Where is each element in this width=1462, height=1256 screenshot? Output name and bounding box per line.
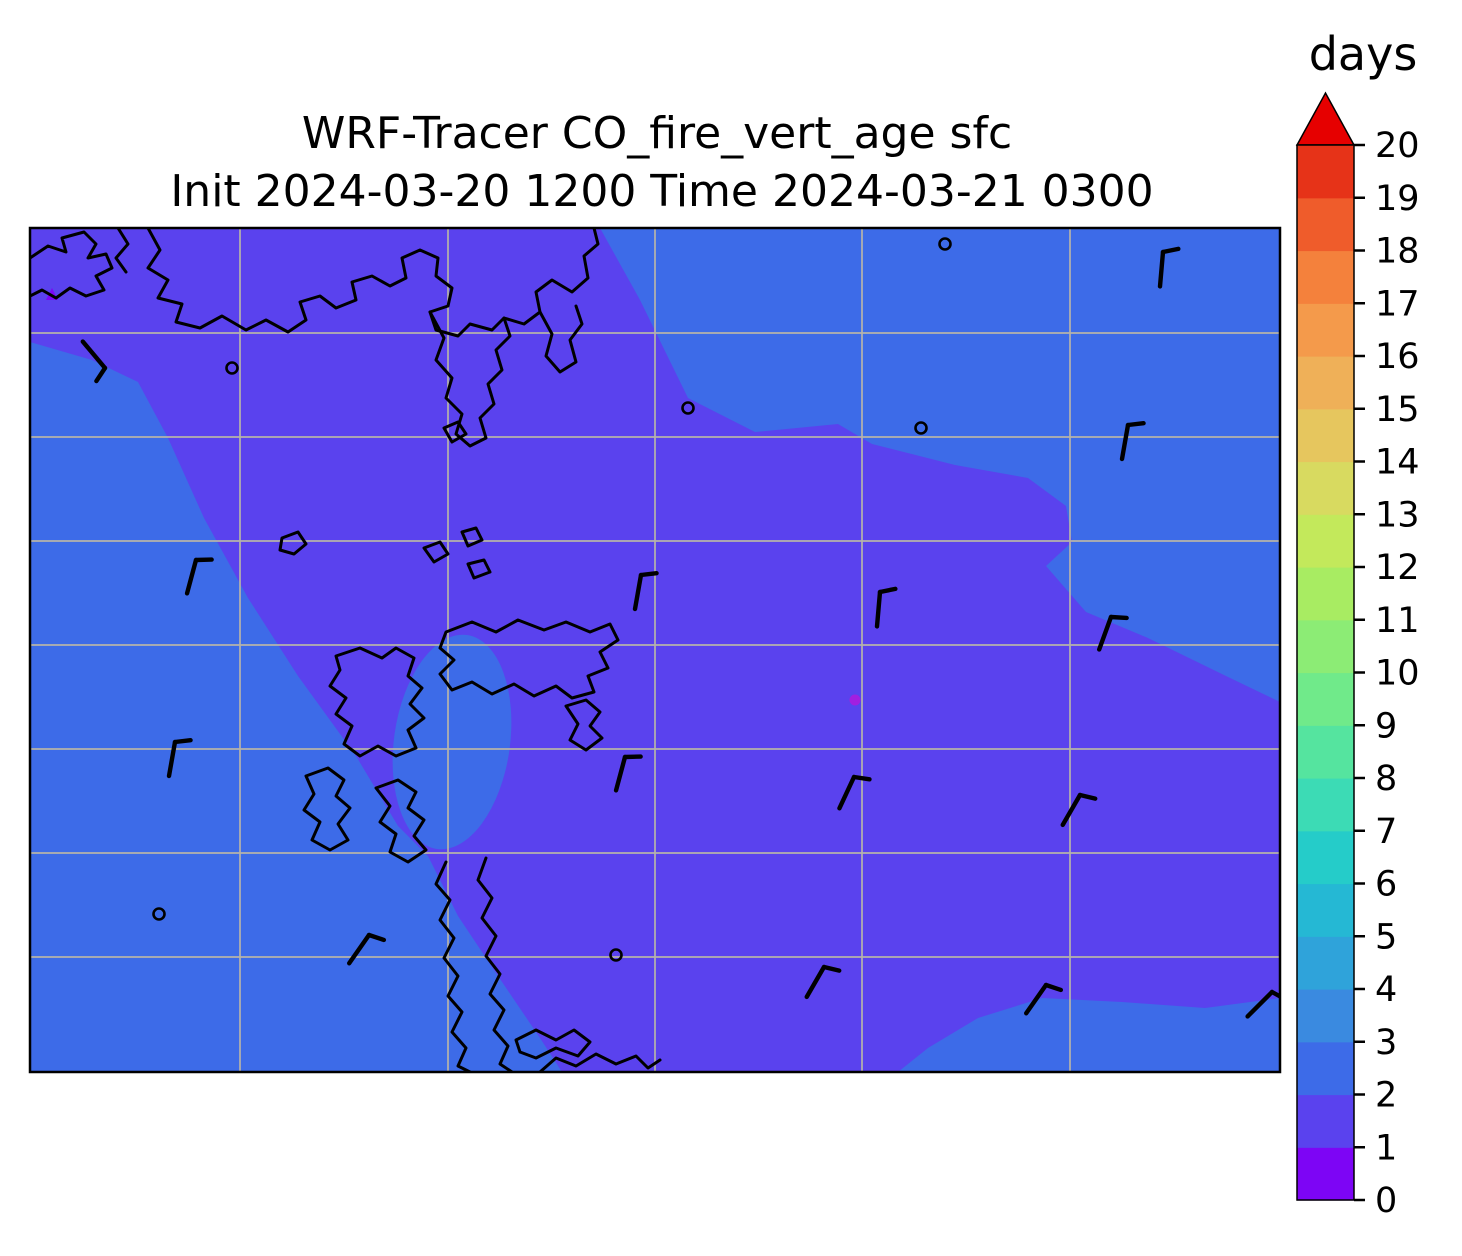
- colorbar-segment: [1297, 408, 1354, 463]
- colorbar-segment: [1297, 461, 1354, 515]
- coastline-sound-lobe-1: [328, 646, 426, 758]
- plot-border: [28, 226, 1282, 1074]
- wind-barb: [1157, 246, 1181, 289]
- colorbar-tick-label: 11: [1375, 601, 1420, 641]
- colorbar-over-range-arrow: [1295, 91, 1356, 146]
- coastline-inlet-prong-east: [538, 304, 584, 374]
- wind-barb: [80, 339, 108, 384]
- plot-title: WRF-Tracer CO_fire_vert_age sfc: [302, 108, 1012, 159]
- wind-barb: [1119, 421, 1146, 462]
- island-mid-3: [460, 526, 484, 548]
- calm-wind-circle: [225, 361, 239, 375]
- calm-wind-circle: [914, 421, 928, 435]
- colorbar-segment: [1297, 514, 1354, 568]
- colorbar-tick-label: 20: [1375, 126, 1420, 166]
- colorbar-segments: [1297, 145, 1354, 1201]
- colorbar-tick-label: 10: [1375, 654, 1420, 694]
- colorbar-tick-label: 1: [1375, 1128, 1397, 1168]
- colorbar-segment: [1297, 725, 1354, 779]
- colorbar-tick-label: 18: [1375, 232, 1420, 272]
- colorbar-segment: [1297, 567, 1354, 621]
- coastlines: [30, 228, 662, 1072]
- colorbar-segment: [1297, 250, 1354, 304]
- wind-barb: [837, 774, 872, 811]
- field-spot-0-1-days-center: [849, 694, 861, 706]
- coastline-north-coast: [146, 228, 600, 338]
- wind-barb: [1060, 792, 1098, 828]
- calm-wind-circle: [938, 237, 952, 251]
- coastline-peninsula-west: [434, 860, 472, 1072]
- wind-barb: [613, 754, 643, 793]
- colorbar-segment: [1297, 830, 1354, 885]
- colorbar-tick-label: 9: [1375, 706, 1397, 746]
- colorbar-title: days: [1309, 27, 1418, 81]
- colorbar-segment: [1297, 145, 1354, 199]
- island-mid-1: [278, 530, 308, 556]
- wind-barb: [1096, 614, 1129, 652]
- colorbar-segment: [1297, 303, 1354, 357]
- colorbar-segment: [1297, 619, 1354, 674]
- island-inlet: [442, 420, 468, 444]
- latlon-gridlines: [30, 228, 1280, 1072]
- colorbar-segment: [1297, 883, 1354, 937]
- colorbar-tick-label: 15: [1375, 390, 1420, 430]
- colorbar-tick-label: 2: [1375, 1076, 1397, 1116]
- wind-barb: [184, 557, 214, 596]
- wind-barb: [874, 586, 898, 629]
- colorbar-tick-label: 13: [1375, 495, 1420, 535]
- colorbar-tick-label: 6: [1375, 865, 1397, 905]
- wind-barb: [632, 571, 659, 612]
- colorbar-tick-label: 7: [1375, 812, 1397, 852]
- colorbar-segment: [1297, 936, 1354, 990]
- wind-barb: [347, 932, 387, 966]
- colorbar-segment: [1297, 356, 1354, 410]
- colorbar-segment: [1297, 197, 1354, 252]
- plot-subtitle: Init 2024-03-20 1200 Time 2024-03-21 030…: [170, 166, 1153, 217]
- coastline-peninsula-east: [476, 856, 514, 1072]
- colorbar-segment: [1297, 1041, 1354, 1096]
- island-mid-2: [422, 540, 450, 564]
- coastline-sound-lobe-4: [374, 778, 428, 864]
- colorbar-segment: [1297, 1094, 1354, 1148]
- colorbar-segment: [1297, 672, 1354, 726]
- island-south-hook: [514, 1028, 592, 1060]
- colorbar-segment: [1297, 1147, 1354, 1201]
- colorbar-tick-label: 4: [1375, 970, 1397, 1010]
- island-mid-4: [466, 558, 492, 580]
- calm-wind-circle: [152, 907, 166, 921]
- wind-barb: [1024, 982, 1064, 1016]
- wind-barb-layer: [80, 237, 1280, 1019]
- calm-wind-circle: [609, 948, 623, 962]
- wind-barb: [166, 738, 193, 779]
- colorbar-segment: [1297, 989, 1354, 1043]
- colorbar-tick-label: 16: [1375, 337, 1420, 377]
- colorbar-tick-label: 12: [1375, 548, 1420, 588]
- coastline-northwest-corner: [30, 230, 114, 300]
- calm-wind-circle: [681, 401, 695, 415]
- coastline-sound-lobe-5: [564, 698, 604, 752]
- colorbar-tick-label: 17: [1375, 284, 1420, 324]
- colorbar-tick-label: 0: [1375, 1181, 1397, 1221]
- coastline-sound-lobe-2: [438, 618, 620, 700]
- colorbar-tick-label: 5: [1375, 917, 1397, 957]
- coastline-northwest-inlet: [114, 228, 130, 274]
- coastline-south-edge: [538, 1052, 662, 1072]
- colorbar-tick-label: 3: [1375, 1023, 1397, 1063]
- wind-barb: [804, 964, 842, 1000]
- colorbar-tick-label: 8: [1375, 759, 1397, 799]
- colorbar-tick-label: 19: [1375, 179, 1420, 219]
- colorbar-segment: [1297, 778, 1354, 832]
- coastline-inlet-prong-west: [428, 310, 512, 448]
- colorbar-tick-label: 14: [1375, 443, 1420, 483]
- coastline-sound-lobe-3: [302, 766, 352, 852]
